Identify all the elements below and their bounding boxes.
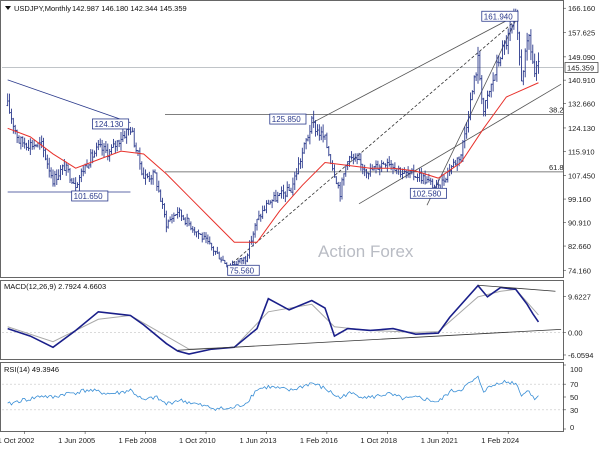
time-tick-label: 1 Jun 2013: [239, 436, 276, 445]
svg-text:161.940: 161.940: [484, 12, 513, 21]
time-axis: 1 Oct 2002 1 Jun 2005 1 Feb 2008 1 Oct 2010…: [0, 431, 519, 445]
rsi-axis: 100 70 50 30 0: [563, 364, 583, 432]
price-tick-label: 74.160: [568, 266, 591, 275]
ohlc-bar: [537, 52, 540, 74]
price-tick-label: 107.450: [568, 171, 595, 180]
trendline-4: [311, 15, 516, 124]
macd-lines: [7, 284, 540, 355]
price-tick-label: 115.910: [568, 147, 595, 156]
fib-level-label: 38.2: [549, 105, 564, 114]
svg-text:125.850: 125.850: [272, 115, 301, 124]
rsi-tick-label: 70: [570, 380, 578, 389]
price-label-75-560: 75.560: [227, 264, 260, 276]
price-tick-label: 149.090: [568, 53, 595, 62]
price-label-125-850: 125.850: [269, 113, 307, 125]
svg-text:145.359: 145.359: [567, 63, 594, 72]
price-tick-label: 82.660: [568, 242, 591, 251]
rsi-tick-label: 50: [570, 393, 578, 402]
macd-header: MACD(12,26,9) 2.7924 4.6603: [4, 282, 106, 291]
price-label-101-650: 101.650: [71, 190, 109, 202]
price-annotations: 124.130 101.650 125.850 102.580 161.940 75.56…: [71, 10, 519, 276]
macd-trendline-1: [177, 328, 562, 351]
time-tick-label: 1 Feb 2024: [481, 436, 519, 445]
time-tick-label: 1 Oct 2010: [179, 436, 216, 445]
price-tick-label: 140.910: [568, 76, 595, 85]
macd-axis: 9.6227 0.00 -6.0594: [563, 292, 593, 360]
price-axis: 166.160 157.625 149.090 140.910 132.660 124.1…: [563, 4, 599, 275]
price-tick-label: 166.160: [568, 4, 595, 13]
rsi-tick-label: 0: [570, 423, 574, 432]
time-tick-label: 1 Oct 2002: [0, 436, 34, 445]
macd-tick-label: -6.0594: [568, 351, 593, 360]
svg-text:124.130: 124.130: [94, 120, 123, 129]
macd-main-line: [7, 284, 540, 355]
current-price-tag: 145.359: [564, 62, 599, 73]
price-bars: [6, 8, 540, 270]
price-levels: 38.2 61.8: [2, 67, 564, 173]
time-tick-label: 1 Jun 2005: [58, 436, 95, 445]
macd-tick-label: 0.00: [568, 328, 583, 337]
rsi-panel-frame: [0, 362, 564, 432]
price-tick-label: 124.130: [568, 124, 595, 133]
moving-average-line: [7, 82, 539, 243]
moving-average-path: [7, 82, 539, 243]
time-tick-label: 1 Jun 2021: [421, 436, 458, 445]
svg-text:102.580: 102.580: [412, 189, 441, 198]
chart-header: USDJPY,Monthly 142.987 146.180 142.344 1…: [5, 4, 187, 13]
svg-text:75.560: 75.560: [230, 266, 255, 275]
symbol-label: USDJPY,Monthly: [14, 4, 71, 13]
price-label-124-130: 124.130: [92, 118, 130, 130]
rsi-header: RSI(14) 49.3946: [4, 365, 59, 374]
watermark: Action Forex: [318, 242, 414, 261]
time-tick-label: 1 Oct 2018: [360, 436, 397, 445]
rsi-tick-label: 100: [570, 365, 583, 374]
price-tick-label: 90.910: [568, 219, 591, 228]
macd-tick-label: 9.6227: [568, 292, 591, 301]
macd-trendline-2: [477, 284, 556, 292]
rsi-tick-label: 30: [570, 406, 578, 415]
price-tick-label: 99.160: [568, 195, 591, 204]
trendline-5: [358, 83, 562, 205]
trendline-1: [7, 79, 131, 124]
time-tick-label: 1 Feb 2016: [300, 436, 338, 445]
trendline-3: [228, 19, 517, 267]
price-label-161-940: 161.940: [481, 10, 519, 22]
fib-level-label: 61.8: [549, 163, 564, 172]
price-label-102-580: 102.580: [409, 187, 447, 199]
ohlc-readout: 142.987 146.180 142.344 145.359: [72, 4, 187, 13]
rsi-levels: [2, 383, 563, 411]
macd-panel-frame: [0, 280, 564, 360]
macd-trendlines: [177, 284, 562, 351]
svg-text:101.650: 101.650: [74, 192, 103, 201]
price-tick-label: 132.660: [568, 100, 595, 109]
rsi-path: [7, 375, 539, 411]
rsi-line: [7, 375, 539, 411]
price-tick-label: 157.625: [568, 29, 595, 38]
price-panel-frame: [0, 0, 564, 278]
triangle-down-icon[interactable]: [5, 6, 11, 10]
time-tick-label: 1 Feb 2008: [119, 436, 157, 445]
